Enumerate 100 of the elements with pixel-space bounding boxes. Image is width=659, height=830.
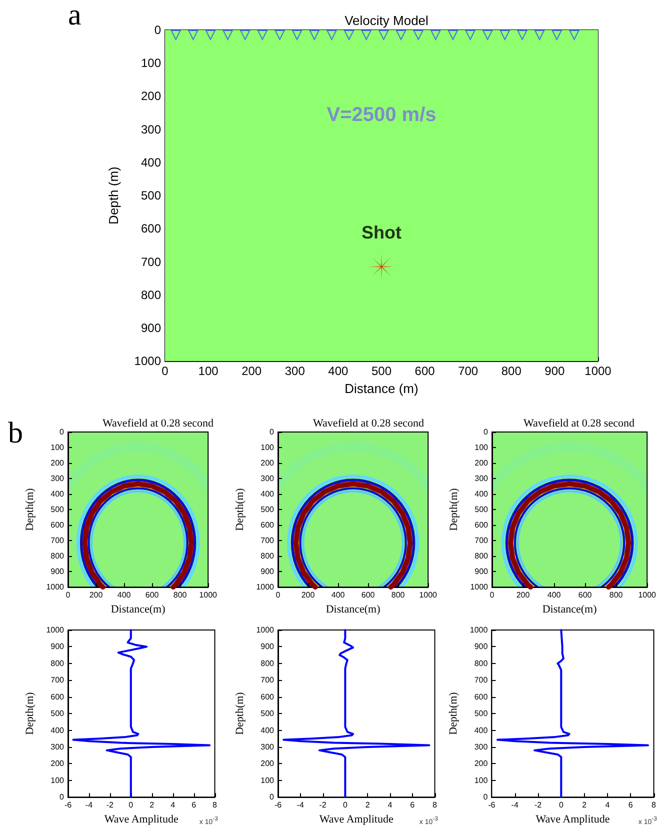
- y-tick-label: 900: [50, 567, 65, 576]
- x-tick-label: -2: [319, 800, 327, 810]
- y-tick-label: 300: [50, 474, 65, 484]
- x-axis-title: Distance(m): [110, 604, 166, 616]
- x-tick-label: 400: [547, 590, 562, 600]
- chart-title: Wavefield at 0.28 second: [524, 418, 635, 430]
- x-tick-label: 8: [652, 800, 657, 810]
- x-tick-label: 1000: [638, 590, 657, 600]
- y-tick-label: 300: [474, 474, 489, 484]
- y-tick-label: 400: [260, 726, 275, 735]
- y-tick-label: 800: [50, 552, 65, 561]
- y-tick-label: 600: [50, 692, 65, 702]
- x-tick-label: 0: [342, 800, 348, 810]
- y-tick-label: 800: [50, 658, 65, 668]
- y-tick-label: 100: [474, 443, 489, 452]
- y-tick-label: 700: [50, 536, 65, 546]
- y-tick-label: 200: [260, 458, 275, 468]
- y-tick-label: 900: [474, 567, 489, 576]
- y-tick-label: 600: [260, 692, 275, 702]
- y-axis-title: Depth (m): [106, 166, 121, 224]
- y-tick-label: 800: [260, 552, 275, 561]
- x-tick-label: 2: [582, 800, 588, 810]
- y-tick-label: 500: [260, 505, 275, 514]
- x-tick-label: -6: [64, 800, 72, 810]
- x-tick-label: 1000: [584, 364, 612, 378]
- y-tick-label: 700: [260, 676, 275, 685]
- y-tick-label: 200: [474, 458, 489, 468]
- y-tick-label: 600: [474, 692, 488, 702]
- y-tick-label: 0: [60, 792, 65, 802]
- x-tick-label: 1000: [199, 590, 218, 600]
- x-tick-label: -6: [488, 800, 496, 810]
- x-tick-label: 600: [414, 364, 436, 378]
- x-axis-title: Wave Amplitude: [104, 814, 178, 826]
- x-tick-label: 600: [578, 590, 592, 600]
- y-tick-label: 800: [260, 658, 275, 668]
- y-tick-label: 300: [260, 474, 275, 484]
- x-tick-label: 400: [331, 590, 346, 600]
- y-tick-label: 300: [50, 742, 65, 752]
- y-tick-label: 800: [474, 552, 489, 561]
- band-label: V=2500 m/s: [326, 104, 436, 126]
- x-tick-label: 800: [173, 590, 188, 600]
- x-tick-label: -4: [85, 800, 94, 810]
- x-tick-label: 4: [605, 800, 610, 810]
- y-tick-label: 900: [260, 642, 275, 652]
- y-tick-label: 100: [260, 443, 275, 452]
- y-tick-label: 300: [260, 742, 275, 752]
- y-tick-label: 0: [484, 428, 489, 436]
- x-tick-label: 400: [117, 590, 132, 600]
- y-tick-label: 500: [474, 505, 489, 514]
- y-tick-label: 800: [140, 288, 162, 302]
- x-tick-label: 0: [558, 800, 564, 810]
- y-tick-label: 700: [474, 536, 489, 546]
- y-tick-label: 1000: [134, 354, 162, 368]
- y-tick-label: 300: [140, 122, 162, 136]
- y-tick-label: 600: [140, 222, 162, 236]
- y-tick-label: 400: [260, 490, 275, 499]
- x-axis-title: Distance(m): [542, 604, 598, 616]
- y-axis-title: Depth(m): [24, 488, 36, 531]
- y-tick-label: 1000: [46, 626, 65, 634]
- y-tick-label: 700: [260, 536, 275, 546]
- x-tick-label: 8: [212, 800, 218, 810]
- x-tick-label: 200: [516, 590, 530, 600]
- y-tick-label: 0: [270, 428, 275, 436]
- x-tick-label: 2: [365, 800, 370, 810]
- y-tick-label: 500: [260, 709, 275, 718]
- y-tick-label: 200: [50, 759, 65, 768]
- y-tick-label: 0: [483, 792, 488, 802]
- y-tick-label: 800: [474, 658, 488, 668]
- x-tick-label: 2: [150, 800, 155, 810]
- series-label: Shot: [362, 222, 402, 243]
- y-tick-label: 1000: [256, 582, 275, 592]
- y-tick-label: 900: [260, 567, 275, 576]
- x-tick-label: 0: [66, 590, 71, 600]
- x-axis-title: Distance (m): [344, 381, 418, 396]
- y-tick-label: 900: [50, 642, 65, 652]
- x-tick-label: 500: [371, 364, 392, 378]
- x-tick-label: -6: [274, 800, 282, 810]
- x-tick-label: -2: [106, 800, 114, 810]
- y-tick-label: 600: [50, 520, 65, 530]
- y-axis-title: Depth(m): [234, 488, 246, 531]
- y-tick-label: 400: [474, 726, 488, 735]
- y-tick-label: 0: [270, 792, 275, 802]
- y-tick-label: 1000: [46, 582, 65, 592]
- x-tick-label: 6: [410, 800, 416, 810]
- x-tick-label: 1000: [419, 590, 438, 600]
- y-tick-label: 500: [50, 709, 65, 718]
- x-axis-title: Wave Amplitude: [536, 814, 610, 826]
- y-tick-label: 100: [50, 776, 65, 785]
- y-axis-title: Depth(m): [234, 692, 246, 735]
- y-tick-label: 100: [50, 443, 65, 452]
- y-tick-label: 1000: [256, 626, 275, 634]
- y-tick-label: 100: [474, 776, 488, 785]
- y-tick-label: 600: [260, 520, 275, 530]
- x-tick-label: 700: [458, 364, 478, 378]
- x-tick-label: 300: [284, 364, 306, 378]
- y-tick-label: 400: [474, 490, 489, 499]
- y-tick-label: 900: [140, 320, 162, 335]
- y-tick-label: 200: [474, 759, 488, 768]
- text: a: [68, 0, 82, 32]
- x-axis-title: Distance(m): [326, 604, 381, 616]
